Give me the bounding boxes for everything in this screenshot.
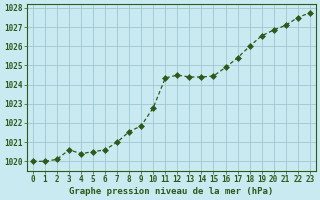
X-axis label: Graphe pression niveau de la mer (hPa): Graphe pression niveau de la mer (hPa) (69, 187, 274, 196)
